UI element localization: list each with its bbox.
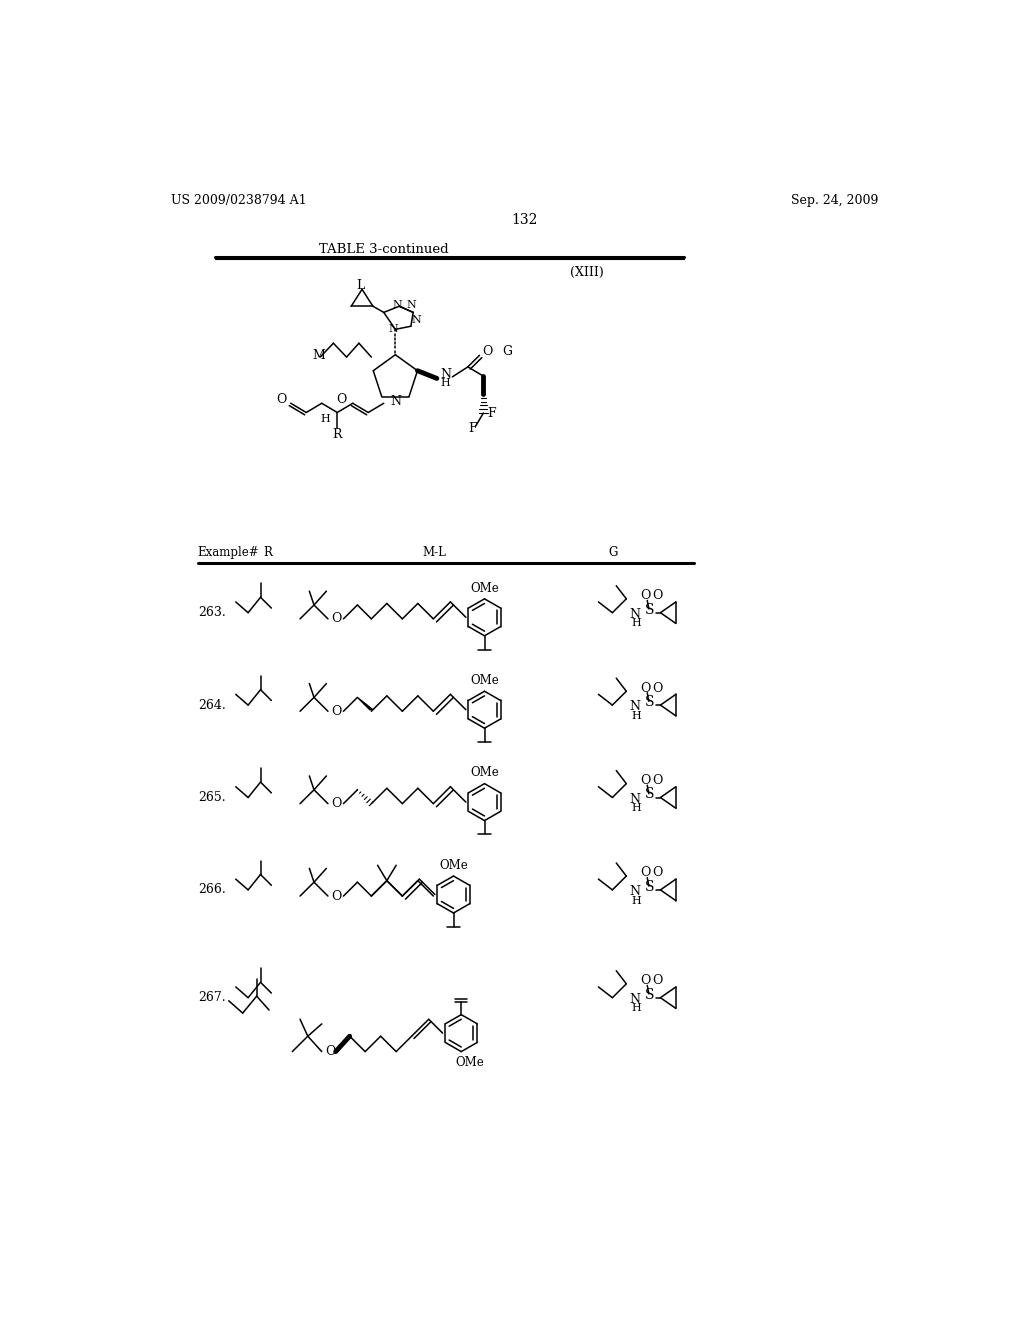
Text: H: H	[631, 896, 641, 906]
Text: L: L	[356, 279, 365, 292]
Text: OMe: OMe	[439, 859, 468, 871]
Text: M: M	[312, 348, 326, 362]
Polygon shape	[357, 697, 373, 710]
Text: 264.: 264.	[198, 698, 225, 711]
Text: O: O	[640, 681, 650, 694]
Text: 266.: 266.	[198, 883, 225, 896]
Text: S: S	[645, 696, 654, 709]
Text: (XIII): (XIII)	[569, 265, 603, 279]
Text: O: O	[652, 866, 664, 879]
Text: O: O	[331, 890, 341, 903]
Text: TABLE 3-continued: TABLE 3-continued	[318, 243, 449, 256]
Text: O: O	[331, 705, 341, 718]
Text: R: R	[333, 428, 342, 441]
Text: S: S	[645, 788, 654, 801]
Text: G: G	[608, 546, 617, 560]
Text: N: N	[440, 368, 452, 381]
Text: H: H	[440, 378, 451, 388]
Text: O: O	[640, 774, 650, 787]
Text: US 2009/0238794 A1: US 2009/0238794 A1	[171, 194, 306, 207]
Text: F: F	[487, 407, 496, 420]
Text: N: N	[630, 792, 640, 805]
Text: N: N	[406, 300, 416, 310]
Text: N: N	[412, 315, 421, 325]
Text: S: S	[645, 987, 654, 1002]
Text: O: O	[640, 974, 650, 987]
Text: O: O	[652, 974, 664, 987]
Text: O: O	[640, 866, 650, 879]
Text: OMe: OMe	[470, 582, 499, 594]
Text: 132: 132	[512, 213, 538, 227]
Text: O: O	[640, 589, 650, 602]
Text: O: O	[652, 774, 664, 787]
Text: F: F	[468, 422, 476, 436]
Text: N: N	[630, 993, 640, 1006]
Text: O: O	[276, 393, 287, 407]
Text: OMe: OMe	[470, 675, 499, 686]
Text: S: S	[645, 603, 654, 616]
Text: O: O	[331, 612, 341, 626]
Text: M-L: M-L	[423, 546, 446, 560]
Text: O: O	[652, 681, 664, 694]
Text: N: N	[630, 607, 640, 620]
Text: N: N	[393, 300, 402, 310]
Text: 265.: 265.	[198, 791, 225, 804]
Text: O: O	[331, 797, 341, 810]
Text: H: H	[631, 804, 641, 813]
Text: N: N	[390, 395, 400, 408]
Text: 263.: 263.	[198, 606, 225, 619]
Text: S: S	[645, 880, 654, 894]
Text: O: O	[325, 1045, 335, 1059]
Text: OMe: OMe	[470, 767, 499, 779]
Text: H: H	[631, 711, 641, 721]
Text: 267.: 267.	[198, 991, 225, 1005]
Text: R: R	[263, 546, 272, 560]
Text: Example#: Example#	[198, 546, 259, 560]
Text: N: N	[388, 325, 398, 334]
Text: O: O	[336, 393, 346, 407]
Text: O: O	[652, 589, 664, 602]
Text: H: H	[319, 413, 330, 424]
Text: G: G	[503, 345, 513, 358]
Text: N: N	[630, 884, 640, 898]
Text: H: H	[631, 619, 641, 628]
Text: N: N	[630, 700, 640, 713]
Text: Sep. 24, 2009: Sep. 24, 2009	[791, 194, 879, 207]
Text: H: H	[631, 1003, 641, 1014]
Text: O: O	[482, 345, 493, 358]
Text: OMe: OMe	[455, 1056, 483, 1069]
